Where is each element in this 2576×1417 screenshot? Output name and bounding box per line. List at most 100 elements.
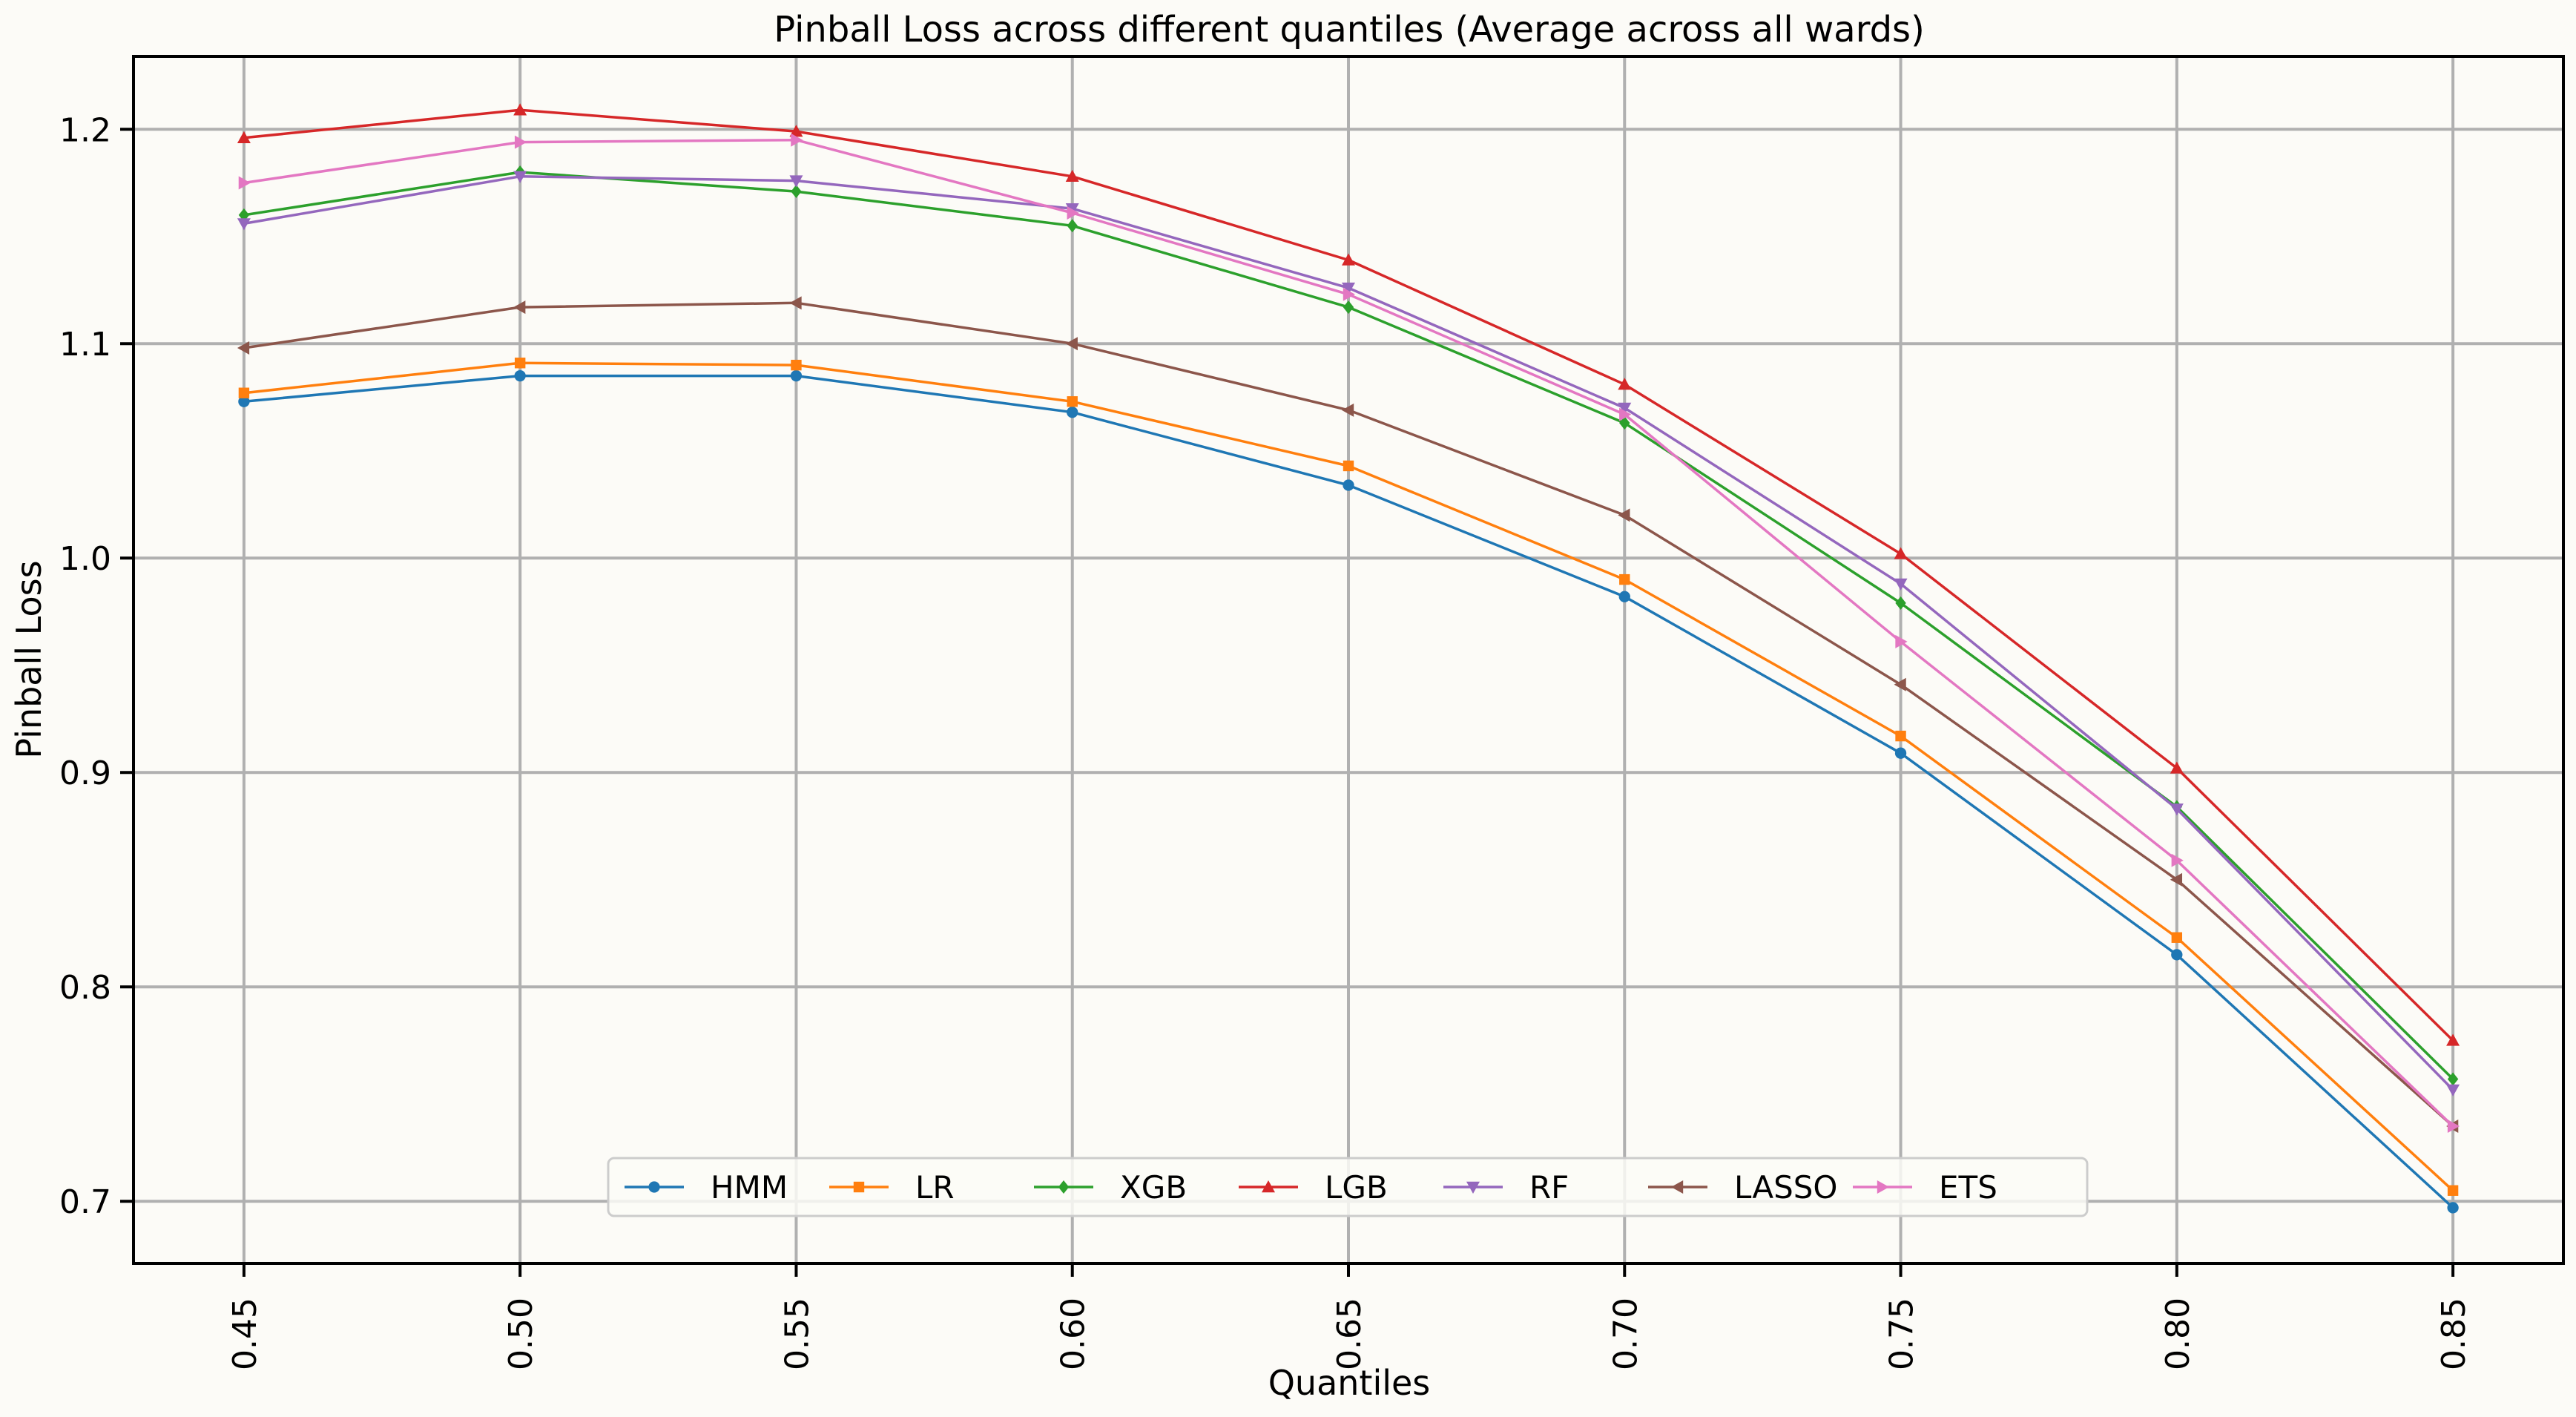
series-lasso (237, 296, 2459, 1134)
data-point-xgb (1343, 300, 1354, 315)
data-point-rf (1342, 282, 1355, 295)
data-point-lasso (789, 296, 802, 310)
data-point-ets (1895, 634, 1908, 648)
legend-label-lgb: LGB (1325, 1169, 1388, 1206)
data-point-lr (2171, 932, 2183, 943)
x-tick-label: 0.75 (1883, 1298, 1921, 1370)
data-point-hmm (2447, 1202, 2459, 1214)
y-tick-label: 0.9 (59, 754, 111, 792)
legend: HMM LR XGB LGB RF LASSO ETS (607, 1157, 2089, 1217)
legend-label-rf: RF (1529, 1169, 1569, 1206)
data-point-hmm (514, 369, 526, 382)
data-point-lasso (1342, 403, 1354, 417)
legend-box (607, 1157, 2089, 1217)
legend-item-ets: ETS (1853, 1169, 1997, 1206)
data-point-lasso (2170, 872, 2183, 887)
data-point-rf (1618, 402, 1632, 415)
data-point-rf (1894, 578, 1908, 591)
x-tick-label: 0.50 (502, 1298, 540, 1370)
data-point-lgb (237, 131, 251, 144)
x-tick-label: 0.45 (226, 1298, 264, 1370)
data-point-ets (791, 133, 803, 147)
data-point-ets (2447, 1120, 2460, 1134)
legend-item-lgb: LGB (1239, 1169, 1388, 1206)
y-tick-label: 1.2 (59, 111, 111, 149)
data-point-lgb (1065, 169, 1079, 183)
data-point-xgb (2447, 1072, 2459, 1086)
series-hmm (238, 369, 2459, 1214)
data-point-hmm (1343, 479, 1354, 491)
axes: 0.45 0.50 0.55 0.60 0.65 0.70 0.75 0.80 0.85 0.7 0… (59, 111, 2473, 1370)
data-point-lasso (237, 341, 250, 355)
data-point-lasso (513, 300, 526, 315)
data-point-xgb (1895, 596, 1906, 610)
legend-marker-hmm (648, 1181, 660, 1193)
data-point-lasso (1065, 337, 1078, 351)
data-point-lr (238, 387, 250, 398)
data-point-hmm (1894, 747, 1907, 759)
x-tick-label: 0.80 (2159, 1298, 2197, 1370)
data-point-ets (514, 135, 527, 149)
y-tick-label: 1.0 (59, 540, 111, 578)
series-lgb (237, 103, 2460, 1046)
data-point-ets (1067, 206, 1079, 220)
x-tick-label: 0.55 (778, 1298, 816, 1370)
series-rf (237, 171, 2460, 1097)
chart-title: Pinball Loss across different quantiles … (774, 9, 1925, 50)
data-point-ets (2171, 853, 2184, 867)
legend-label-lr: LR (915, 1169, 955, 1206)
data-point-lgb (789, 125, 803, 137)
data-point-rf (513, 171, 527, 183)
data-point-lgb (1618, 378, 1632, 390)
series-lr (238, 358, 2459, 1196)
data-point-xgb (1619, 416, 1630, 430)
data-point-lasso (1618, 508, 1630, 522)
data-point-xgb (1067, 219, 1078, 233)
legend-item-xgb: XGB (1034, 1169, 1187, 1206)
data-point-lgb (513, 103, 527, 116)
data-point-lr (1067, 396, 1078, 407)
y-tick-label: 0.8 (59, 969, 111, 1007)
data-point-rf (2446, 1084, 2460, 1097)
data-point-hmm (1618, 591, 1630, 602)
data-point-lgb (2170, 761, 2184, 774)
legend-item-rf: RF (1443, 1169, 1569, 1206)
legend-label-xgb: XGB (1120, 1169, 1187, 1206)
data-point-hmm (1067, 407, 1078, 418)
x-tick-label: 0.65 (1331, 1298, 1368, 1370)
y-tick-label: 1.1 (59, 326, 111, 364)
data-point-hmm (2171, 949, 2183, 961)
x-tick-label: 0.85 (2435, 1298, 2473, 1370)
legend-marker-lasso (1671, 1180, 1684, 1194)
data-point-rf (237, 218, 251, 231)
data-point-lgb (1342, 253, 1355, 266)
x-tick-label: 0.60 (1055, 1298, 1093, 1370)
y-tick-label: 0.7 (59, 1183, 111, 1221)
series-ets (238, 133, 2460, 1134)
y-axis-label: Pinball Loss (9, 560, 49, 758)
data-point-ets (1343, 287, 1355, 301)
legend-marker-xgb (1058, 1180, 1070, 1194)
data-point-rf (2170, 803, 2184, 816)
data-point-lgb (2446, 1033, 2460, 1046)
legend-marker-lr (853, 1181, 865, 1193)
data-point-ets (238, 176, 251, 190)
legend-item-hmm: HMM (625, 1169, 788, 1206)
x-axis-label: Quantiles (1268, 1363, 1431, 1403)
legend-marker-rf (1466, 1181, 1480, 1194)
legend-label-hmm: HMM (711, 1169, 788, 1206)
legend-item-lasso: LASSO (1648, 1169, 1837, 1206)
data-point-xgb (791, 185, 802, 199)
legend-marker-ets (1877, 1180, 1889, 1194)
data-point-lr (791, 359, 802, 371)
data-point-lr (1343, 460, 1354, 472)
data-point-hmm (790, 369, 803, 382)
data-point-rf (789, 175, 803, 188)
legend-label-ets: ETS (1939, 1169, 1997, 1206)
data-point-ets (1619, 407, 1632, 421)
series-layer (237, 103, 2460, 1214)
legend-item-lr: LR (829, 1169, 955, 1206)
data-point-lr (514, 358, 526, 369)
legend-label-lasso: LASSO (1734, 1169, 1837, 1206)
data-point-lr (1895, 730, 1906, 742)
